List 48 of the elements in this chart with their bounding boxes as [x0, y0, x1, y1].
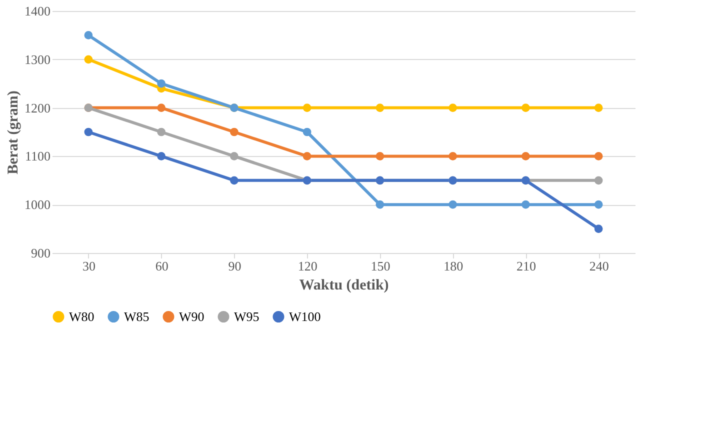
- x-tick-label: 120: [298, 258, 318, 274]
- x-tick-label: 30: [82, 258, 96, 274]
- legend-label: W100: [289, 308, 321, 324]
- y-tick-label: 900: [31, 246, 50, 260]
- legend-label: W80: [69, 308, 94, 324]
- point: [157, 104, 166, 112]
- point: [84, 55, 93, 64]
- y-tick-label: 1200: [24, 100, 50, 116]
- x-tick-label: 60: [155, 258, 168, 274]
- point: [84, 31, 93, 40]
- point: [84, 128, 93, 136]
- point: [448, 104, 457, 112]
- point: [230, 128, 238, 136]
- point: [376, 152, 384, 160]
- point: [594, 152, 603, 160]
- point: [302, 104, 312, 112]
- point: [594, 176, 603, 185]
- point: [448, 200, 457, 209]
- point: [522, 200, 530, 209]
- y-axis-title: Berat (gram): [6, 90, 22, 174]
- x-axis-title: Waktu (detik): [299, 278, 389, 294]
- x-tick-label: 240: [589, 258, 609, 274]
- point: [157, 79, 166, 88]
- y-tick-label: 1000: [24, 197, 50, 212]
- point: [376, 104, 384, 112]
- y-tick-label: 1100: [24, 148, 50, 164]
- point: [230, 152, 238, 160]
- legend-label: W85: [124, 308, 150, 324]
- x-tick-label: 180: [444, 258, 464, 274]
- legend-label: W95: [234, 308, 260, 324]
- x-tick-label: 210: [516, 258, 536, 274]
- point: [302, 128, 312, 136]
- point: [522, 104, 530, 112]
- point: [594, 104, 603, 112]
- y-tick-label: 1400: [24, 4, 50, 18]
- point: [594, 200, 603, 209]
- point: [594, 224, 603, 233]
- point: [157, 152, 166, 160]
- y-tick-label: 1300: [24, 52, 50, 67]
- point: [448, 152, 457, 160]
- point: [376, 200, 384, 209]
- point: [157, 128, 166, 136]
- x-tick-label: 90: [228, 258, 242, 274]
- legend-label: W90: [179, 308, 204, 324]
- point: [230, 176, 238, 185]
- point: [302, 152, 312, 160]
- point: [522, 152, 530, 160]
- x-tick-label: 150: [370, 258, 390, 274]
